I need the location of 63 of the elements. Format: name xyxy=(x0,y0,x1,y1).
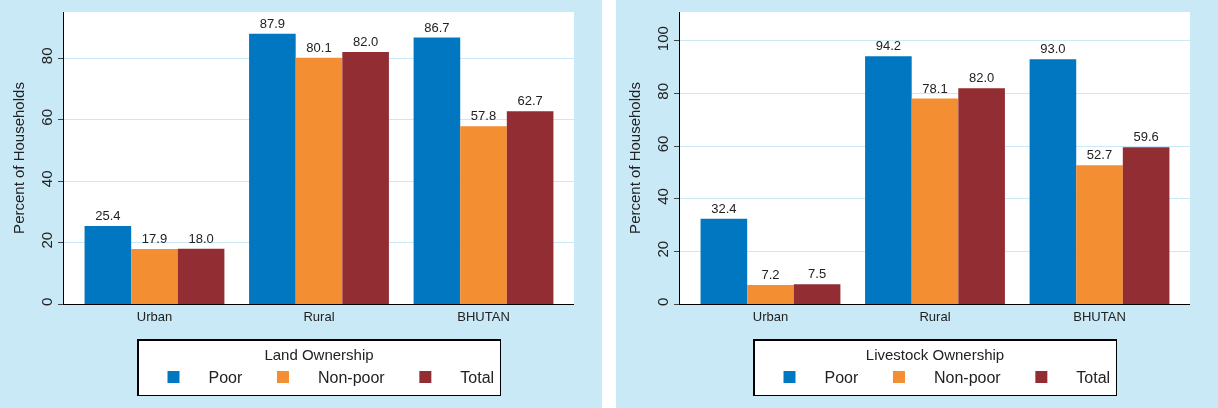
data-label: 62.7 xyxy=(517,93,543,109)
x-tick-label: Rural xyxy=(919,308,951,324)
y-tick-label: 20 xyxy=(38,231,55,249)
data-label: 78.1 xyxy=(922,80,948,96)
y-tick-label: 0 xyxy=(654,297,671,306)
legend-title: Livestock Ownership xyxy=(865,346,1005,364)
y-tick-label: 40 xyxy=(38,170,55,188)
data-label: 7.2 xyxy=(761,267,780,283)
bar xyxy=(131,248,178,304)
x-tick-label: BHUTAN xyxy=(1073,308,1126,324)
x-tick-label: Rural xyxy=(303,308,335,324)
bar xyxy=(700,218,748,304)
y-tick-label: 40 xyxy=(654,188,671,205)
y-tick-label: 80 xyxy=(38,47,55,65)
y-tick-label: 100 xyxy=(654,26,671,52)
data-label: 94.2 xyxy=(875,38,902,54)
bar xyxy=(295,57,343,304)
x-tick-label: BHUTAN xyxy=(457,308,510,324)
bar xyxy=(413,37,461,304)
bar xyxy=(506,111,554,304)
bar xyxy=(177,248,225,304)
y-tick-label: 60 xyxy=(654,135,671,153)
data-label: 17.9 xyxy=(141,230,168,246)
bar xyxy=(793,284,841,304)
y-axis-title: Percent of Households xyxy=(10,82,27,234)
data-label: 52.7 xyxy=(1086,147,1113,163)
bar xyxy=(1122,147,1170,304)
data-label: 32.4 xyxy=(711,200,737,216)
y-tick-label: 80 xyxy=(654,82,671,100)
y-tick-label: 20 xyxy=(654,240,671,258)
bar xyxy=(1029,59,1077,304)
x-tick-label: Urban xyxy=(136,308,173,324)
x-tick-label: Urban xyxy=(752,308,789,324)
bar xyxy=(1076,165,1123,304)
bar xyxy=(958,88,1005,304)
bar xyxy=(460,126,507,304)
data-label: 25.4 xyxy=(95,207,121,223)
y-axis-title: Percent of Households xyxy=(626,82,643,234)
data-label: 80.1 xyxy=(306,39,332,55)
y-tick-label: 0 xyxy=(38,297,55,306)
data-label: 86.7 xyxy=(424,19,450,35)
bar xyxy=(84,225,132,304)
bar xyxy=(747,285,794,304)
legend-label: Total xyxy=(460,369,495,387)
legend-title: Land Ownership xyxy=(264,346,374,364)
data-label: 93.0 xyxy=(1040,41,1066,57)
data-label: 59.6 xyxy=(1133,129,1159,145)
data-label: 82.0 xyxy=(352,33,379,49)
legend-label: Non-poor xyxy=(317,369,386,387)
legend-label: Non-poor xyxy=(933,369,1002,387)
bar xyxy=(865,56,912,304)
data-label: 57.8 xyxy=(470,108,497,124)
bar xyxy=(249,33,296,304)
data-label: 18.0 xyxy=(188,230,214,246)
bar xyxy=(342,51,389,304)
data-label: 7.5 xyxy=(808,266,827,282)
data-label: 87.9 xyxy=(259,15,286,31)
bar xyxy=(911,98,959,304)
y-tick-label: 60 xyxy=(38,108,55,126)
legend-label: Total xyxy=(1076,369,1111,387)
legend-label: Poor xyxy=(208,369,243,387)
legend-label: Poor xyxy=(824,369,859,387)
data-label: 82.0 xyxy=(968,70,995,86)
